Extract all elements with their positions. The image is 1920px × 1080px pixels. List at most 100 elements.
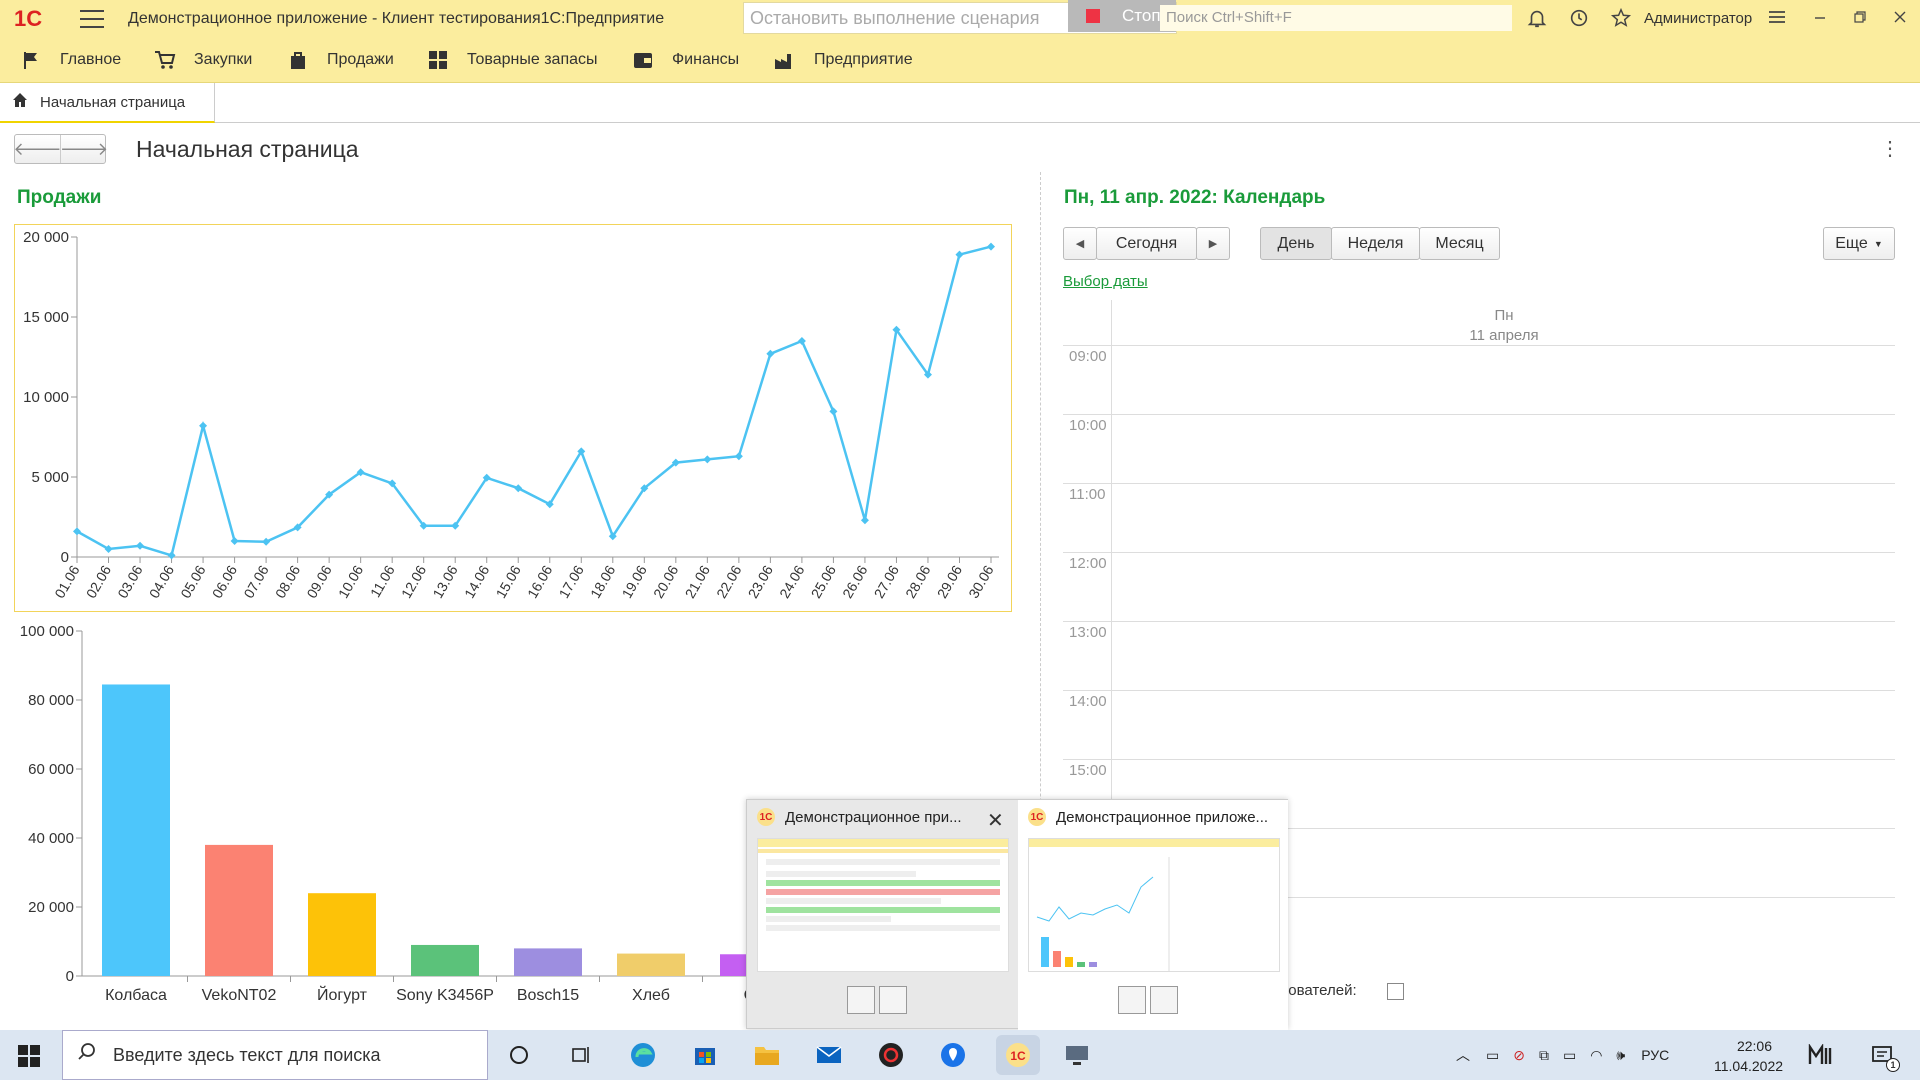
notifications-icon[interactable]: 1	[1866, 1038, 1900, 1072]
forward-arrow-icon[interactable]: 🡒	[59, 138, 109, 159]
hour-row[interactable]: 14:00	[1063, 690, 1895, 759]
remote-desktop-icon[interactable]	[1060, 1038, 1094, 1072]
section-label: Продажи	[327, 51, 394, 68]
hour-row[interactable]	[1063, 897, 1895, 898]
preview-title-text: Демонстрационное приложе...	[1056, 808, 1269, 826]
section-finance[interactable]: Финансы	[632, 37, 739, 83]
file-explorer-icon[interactable]	[750, 1038, 784, 1072]
bell-icon[interactable]	[1525, 7, 1549, 31]
window-icon[interactable]	[1150, 986, 1178, 1014]
more-button[interactable]: Еще ▼	[1823, 227, 1895, 260]
data-point	[136, 541, 145, 550]
hour-row[interactable]: 11:00	[1063, 483, 1895, 552]
wallet-icon	[632, 50, 654, 70]
x-tick-label: 04.06	[146, 562, 177, 601]
user-name[interactable]: Администратор	[1644, 10, 1753, 27]
app-red-icon[interactable]	[874, 1038, 908, 1072]
data-point	[608, 532, 617, 541]
battery-icon[interactable]: ▭	[1562, 1046, 1577, 1063]
hour-row[interactable]: 10:00	[1063, 414, 1895, 483]
next-day-button[interactable]: ▶	[1196, 227, 1230, 260]
section-inventory[interactable]: Товарные запасы	[427, 37, 598, 83]
data-point	[860, 516, 869, 525]
cortana-icon[interactable]	[502, 1038, 536, 1072]
back-arrow-icon[interactable]: 🡐	[13, 135, 62, 163]
preview-window-1[interactable]: 1С Демонстрационное при... ✕	[747, 800, 1017, 1030]
hour-row[interactable]: 13:00	[1063, 621, 1895, 690]
data-point	[451, 521, 460, 530]
x-tick-label: Йогурт	[317, 985, 368, 1004]
star-icon[interactable]	[1609, 7, 1633, 31]
more-options-icon[interactable]: ⋮	[1880, 138, 1900, 160]
section-main[interactable]: Главное	[20, 37, 121, 83]
refresh-icon[interactable]	[1118, 986, 1146, 1014]
stop-icon	[1086, 9, 1100, 23]
section-label: Главное	[60, 51, 122, 68]
device-icon[interactable]: ▭	[1486, 1046, 1500, 1063]
calendar-time-divider	[1111, 300, 1112, 1030]
hour-row[interactable]	[1063, 828, 1895, 897]
taskbar-preview-popup: 1С Демонстрационное при... ✕ 1С Демонстр…	[746, 799, 1288, 1030]
wifi-icon[interactable]: ◠	[1590, 1046, 1603, 1063]
mail-icon[interactable]	[812, 1038, 846, 1072]
edge-icon[interactable]	[626, 1038, 660, 1072]
widgets-icon[interactable]	[1804, 1038, 1838, 1072]
hour-row[interactable]: 09:00	[1063, 345, 1895, 414]
chevron-up-icon[interactable]: ︿	[1456, 1047, 1470, 1063]
date-pick-link[interactable]: Выбор даты	[1063, 273, 1148, 290]
x-tick-label: 20.06	[650, 562, 681, 601]
section-purchases[interactable]: Закупки	[154, 37, 252, 83]
maps-icon[interactable]	[936, 1038, 970, 1072]
y-tick-label: 15 000	[23, 309, 69, 326]
tab-home[interactable]: Начальная страница	[0, 83, 215, 123]
taskbar-search-input[interactable]: Введите здесь текст для поиска	[62, 1030, 488, 1080]
notification-count: 1	[1886, 1058, 1900, 1072]
prev-day-button[interactable]: ◀	[1063, 227, 1097, 260]
x-tick-label: 18.06	[587, 562, 618, 601]
today-button[interactable]: Сегодня	[1096, 227, 1197, 260]
taskbar-search-placeholder: Введите здесь текст для поиска	[113, 1044, 381, 1065]
minimize-icon[interactable]	[1808, 7, 1832, 31]
store-icon[interactable]	[688, 1038, 722, 1072]
bar	[102, 684, 170, 976]
users-checkbox[interactable]	[1387, 983, 1404, 1000]
data-point	[892, 325, 901, 334]
hour-row[interactable]: 12:00	[1063, 552, 1895, 621]
section-sales[interactable]: Продажи	[287, 37, 394, 83]
y-tick-label: 100 000	[20, 623, 74, 640]
section-enterprise[interactable]: Предприятие	[774, 37, 913, 83]
close-icon[interactable]	[1888, 7, 1912, 31]
data-point	[514, 484, 523, 493]
hour-row[interactable]: 15:00	[1063, 759, 1895, 828]
task-view-icon[interactable]	[564, 1038, 598, 1072]
volume-icon[interactable]: 🕪	[1616, 1046, 1626, 1063]
language-indicator[interactable]: РУС	[1641, 1047, 1670, 1063]
settings-menu-icon[interactable]	[1765, 7, 1789, 31]
view-month-button[interactable]: Месяц	[1419, 227, 1500, 260]
close-icon[interactable]: ✕	[987, 810, 1004, 832]
view-day-button[interactable]: День	[1260, 227, 1332, 260]
refresh-icon[interactable]	[847, 986, 875, 1014]
data-point	[577, 447, 586, 456]
menu-icon[interactable]	[80, 9, 104, 28]
network-warning-icon[interactable]: ⊘	[1513, 1046, 1525, 1063]
data-point	[104, 545, 113, 553]
restore-icon[interactable]	[1848, 7, 1872, 31]
history-icon[interactable]	[1567, 7, 1591, 31]
x-tick-label: 12.06	[398, 562, 429, 601]
windows-start-icon[interactable]	[18, 1045, 40, 1067]
share-icon[interactable]: ⧉	[1538, 1046, 1549, 1063]
hour-label: 09:00	[1069, 348, 1107, 365]
search-input[interactable]: Поиск Ctrl+Shift+F	[1160, 5, 1512, 31]
taskbar-clock[interactable]: 22:06 11.04.2022	[1714, 1036, 1783, 1076]
window-icon[interactable]	[879, 986, 907, 1014]
data-point	[987, 242, 995, 251]
1c-taskbar-icon[interactable]: 1С	[996, 1035, 1040, 1075]
view-week-button[interactable]: Неделя	[1331, 227, 1420, 260]
preview-window-2[interactable]: 1С Демонстрационное приложе...	[1018, 800, 1288, 1030]
bag-icon	[287, 50, 309, 70]
x-tick-label: 24.06	[776, 562, 807, 601]
stop-button[interactable]: Стоп	[1068, 0, 1176, 32]
x-tick-label: 22.06	[713, 562, 744, 601]
